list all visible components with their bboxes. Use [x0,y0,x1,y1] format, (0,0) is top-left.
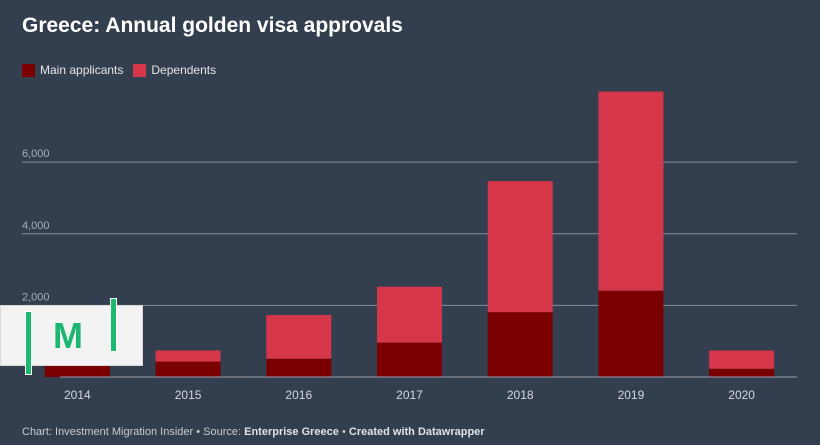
bar-dependents [598,91,664,291]
bar-dependents [155,350,221,362]
y-tick-label: 6,000 [22,148,50,160]
bar-dependents [487,181,553,313]
bar-main-applicants [44,362,110,377]
logo-letter: M [53,315,83,356]
bar-main-applicants [709,368,775,377]
x-tick-label: 2018 [507,388,534,402]
legend-swatch [22,63,35,77]
x-tick-label: 2014 [64,388,91,402]
footer: Chart: Investment Migration Insider • So… [22,426,485,438]
bar-main-applicants [377,342,442,377]
footer-sep: • [338,426,349,438]
legend-label: Main applicants [40,63,124,77]
credit-link[interactable]: Created with Datawrapper [348,426,485,438]
y-tick-label: 4,000 [22,220,50,232]
logo-bar-right [110,298,117,352]
legend-item-dependents: Dependents [133,63,216,77]
x-tick-label: 2015 [175,388,202,402]
bar-dependents [377,286,442,343]
x-tick-label: 2017 [396,388,423,402]
chart-title: Greece: Annual golden visa approvals [22,14,403,37]
bar-dependents [709,350,775,369]
bar-main-applicants [155,361,221,377]
x-tick-label: 2016 [285,388,312,402]
y-tick-label: 2,000 [22,291,50,303]
legend-item-main: Main applicants [22,63,123,77]
imi-logo: M [0,298,143,375]
footer-text: Chart: Investment Migration Insider • So… [22,426,245,438]
x-tick-label: 2020 [728,388,755,402]
bar-main-applicants [487,312,553,377]
source-link[interactable]: Enterprise Greece [244,426,339,438]
bar-dependents [266,315,332,359]
x-tick-label: 2019 [618,388,645,402]
bar-main-applicants [266,358,332,377]
logo-bar-left [25,311,32,375]
bar-main-applicants [598,290,664,377]
legend: Main applicants Dependents [22,63,216,77]
legend-swatch [133,63,147,77]
legend-label: Dependents [151,63,217,77]
